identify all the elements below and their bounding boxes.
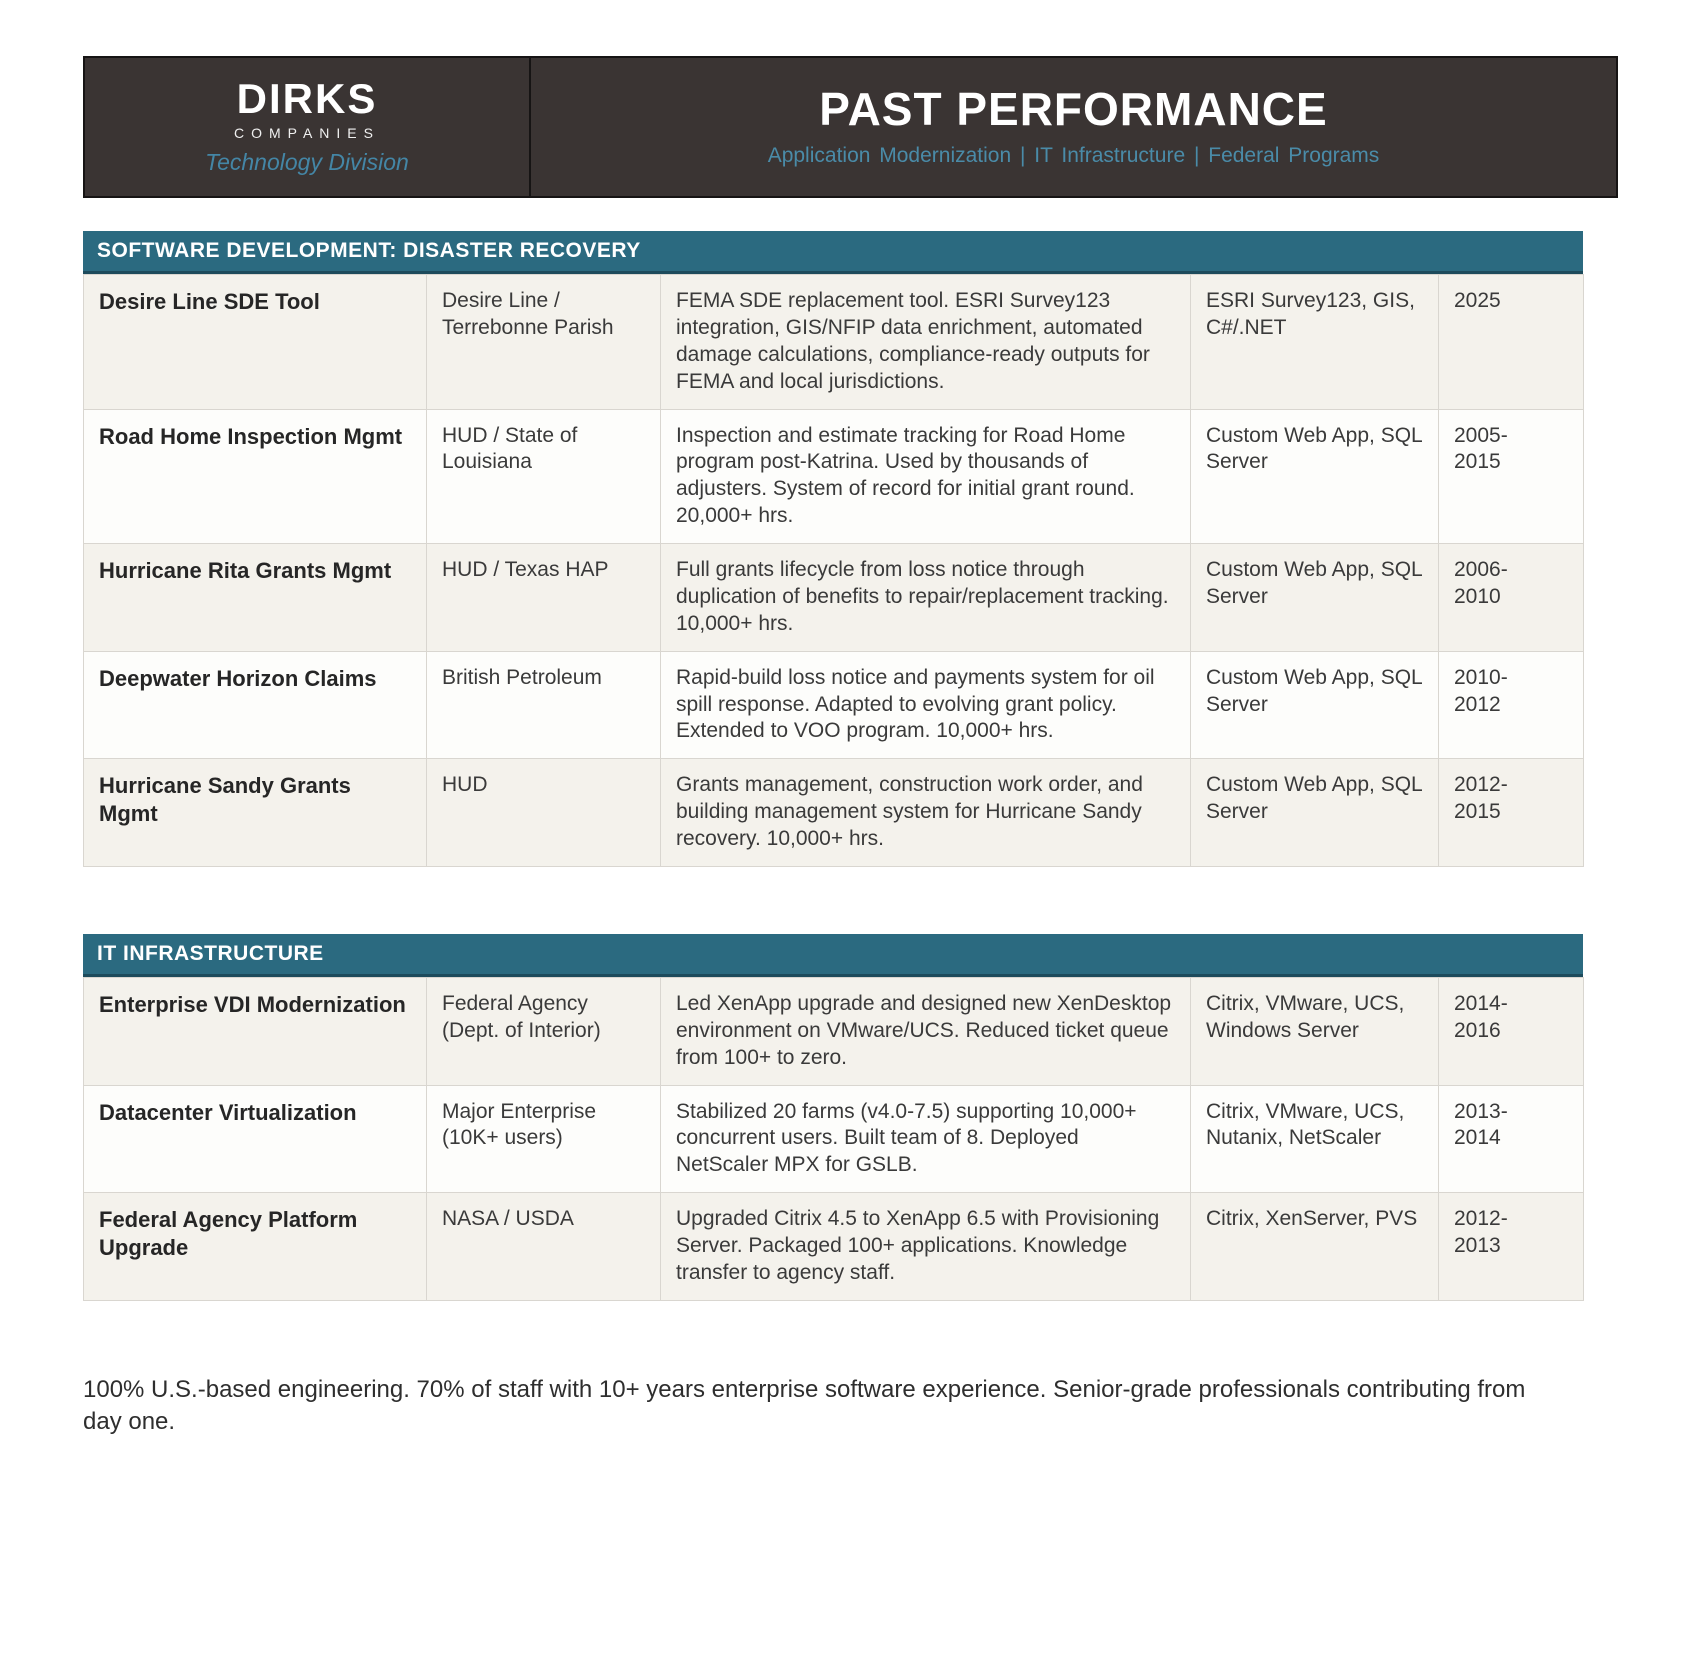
tech-cell: Custom Web App, SQL Server [1190, 408, 1439, 544]
client-cell: HUD / Texas HAP [426, 543, 661, 652]
section-title-it-infrastructure: IT INFRASTRUCTURE [83, 933, 1583, 977]
client-cell: Federal Agency (Dept. of Interior) [426, 976, 661, 1086]
years-text: 2013-2014 [1454, 1099, 1508, 1150]
years-text: 2014-2016 [1454, 991, 1508, 1042]
section-software-development: SOFTWARE DEVELOPMENT: DISASTER RECOVERY … [83, 231, 1584, 867]
description-cell: FEMA SDE replacement tool. ESRI Survey12… [660, 274, 1191, 410]
table-row: Road Home Inspection Mgmt HUD / State of… [83, 408, 1584, 544]
tech-cell: ESRI Survey123, GIS, C#/.NET [1190, 274, 1439, 410]
header-banner: DIRKS COMPANIES Technology Division PAST… [83, 56, 1618, 198]
years-cell: 2005-2015 [1438, 408, 1584, 544]
table-row: Deepwater Horizon Claims British Petrole… [83, 650, 1584, 760]
client-cell: British Petroleum [426, 650, 661, 760]
description-cell: Inspection and estimate tracking for Roa… [660, 408, 1191, 544]
table-row: Desire Line SDE Tool Desire Line / Terre… [83, 274, 1584, 410]
header-title-block: PAST PERFORMANCE Application Modernizati… [531, 58, 1616, 196]
client-cell: NASA / USDA [426, 1192, 661, 1301]
client-cell: Desire Line / Terrebonne Parish [426, 274, 661, 410]
years-cell: 2006-2010 [1438, 543, 1584, 652]
page-title: PAST PERFORMANCE [819, 83, 1328, 135]
page-subtitle: Application Modernization | IT Infrastru… [767, 144, 1380, 167]
years-text: 2025 [1454, 289, 1501, 312]
description-cell: Rapid-build loss notice and payments sys… [660, 650, 1191, 760]
table-row: Datacenter Virtualization Major Enterpri… [83, 1084, 1584, 1194]
tech-cell: Citrix, VMware, UCS, Windows Server [1190, 976, 1439, 1086]
years-cell: 2010-2012 [1438, 650, 1584, 760]
years-cell: 2013-2014 [1438, 1084, 1584, 1194]
description-cell: Stabilized 20 farms (v4.0-7.5) supportin… [660, 1084, 1191, 1194]
client-cell: HUD / State of Louisiana [426, 408, 661, 544]
years-cell: 2012-2013 [1438, 1192, 1584, 1301]
brand-division: Technology Division [205, 149, 409, 175]
past-performance-table-infrastructure: Enterprise VDI Modernization Federal Age… [83, 976, 1584, 1301]
years-cell: 2025 [1438, 274, 1584, 410]
tech-cell: Custom Web App, SQL Server [1190, 543, 1439, 652]
brand-block: DIRKS COMPANIES Technology Division [85, 58, 531, 196]
project-cell: Desire Line SDE Tool [83, 274, 427, 410]
client-cell: Major Enterprise (10K+ users) [426, 1084, 661, 1194]
years-cell: 2014-2016 [1438, 976, 1584, 1086]
project-cell: Hurricane Rita Grants Mgmt [83, 543, 427, 652]
past-performance-table-software: Desire Line SDE Tool Desire Line / Terre… [83, 274, 1584, 867]
client-cell: HUD [426, 758, 661, 867]
tech-cell: Citrix, VMware, UCS, Nutanix, NetScaler [1190, 1084, 1439, 1194]
years-cell: 2012-2015 [1438, 758, 1584, 867]
section-it-infrastructure: IT INFRASTRUCTURE Enterprise VDI Moderni… [83, 933, 1584, 1301]
table-row: Federal Agency Platform Upgrade NASA / U… [83, 1192, 1584, 1301]
years-text: 2012-2015 [1454, 773, 1508, 824]
tech-cell: Custom Web App, SQL Server [1190, 758, 1439, 867]
footer-note: 100% U.S.-based engineering. 70% of staf… [83, 1375, 1526, 1436]
page: DIRKS COMPANIES Technology Division PAST… [83, 56, 1700, 1439]
project-cell: Enterprise VDI Modernization [83, 976, 427, 1086]
project-cell: Federal Agency Platform Upgrade [83, 1192, 427, 1301]
description-cell: Upgraded Citrix 4.5 to XenApp 6.5 with P… [660, 1192, 1191, 1301]
brand-name: DIRKS [236, 75, 378, 122]
project-cell: Datacenter Virtualization [83, 1084, 427, 1194]
project-cell: Road Home Inspection Mgmt [83, 408, 427, 544]
brand-subname: COMPANIES [234, 125, 380, 141]
table-row: Enterprise VDI Modernization Federal Age… [83, 976, 1584, 1086]
years-text: 2010-2012 [1454, 665, 1508, 716]
section-title-software-development: SOFTWARE DEVELOPMENT: DISASTER RECOVERY [83, 231, 1583, 274]
table-row: Hurricane Rita Grants Mgmt HUD / Texas H… [83, 543, 1584, 652]
description-cell: Grants management, construction work ord… [660, 758, 1191, 867]
years-text: 2005-2015 [1454, 423, 1508, 474]
project-cell: Deepwater Horizon Claims [83, 650, 427, 760]
years-text: 2012-2013 [1454, 1207, 1508, 1257]
tech-cell: Custom Web App, SQL Server [1190, 650, 1439, 760]
project-cell: Hurricane Sandy Grants Mgmt [83, 758, 427, 867]
table-row: Hurricane Sandy Grants Mgmt HUD Grants m… [83, 758, 1584, 867]
description-cell: Led XenApp upgrade and designed new XenD… [660, 976, 1191, 1086]
description-cell: Full grants lifecycle from loss notice t… [660, 543, 1191, 652]
years-text: 2006-2010 [1454, 558, 1508, 608]
tech-cell: Citrix, XenServer, PVS [1190, 1192, 1439, 1301]
